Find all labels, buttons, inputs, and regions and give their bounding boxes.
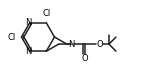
Text: O: O (96, 40, 103, 49)
Text: Cl: Cl (7, 32, 16, 42)
Text: N: N (68, 40, 74, 49)
Text: Cl: Cl (42, 9, 50, 18)
Text: N: N (26, 18, 32, 27)
Text: O: O (82, 54, 88, 63)
Text: N: N (26, 47, 32, 56)
